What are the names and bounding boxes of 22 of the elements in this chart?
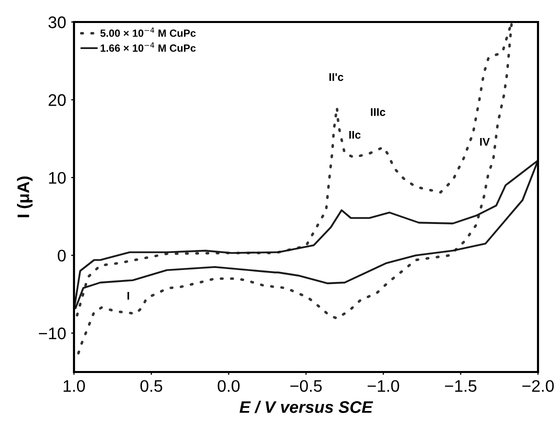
x-tick-label: −1.5 xyxy=(445,380,476,392)
annotation: I xyxy=(127,292,130,300)
x-tick-label: −0.5 xyxy=(290,380,322,392)
y-axis-title: I (μA) xyxy=(17,176,33,218)
y-tick-label: −10 xyxy=(38,328,66,340)
x-tick-label: −2.0 xyxy=(522,380,554,392)
x-tick-label: 0.0 xyxy=(218,380,240,392)
x-tick-label: 1.0 xyxy=(64,380,85,392)
x-axis-title: E / V versus SCE xyxy=(240,400,374,414)
y-tick-label: 10 xyxy=(49,172,66,184)
y-tick-label: 30 xyxy=(48,16,66,28)
x-tick-label: 0.5 xyxy=(140,380,162,392)
legend-label: 5.00 × 10$^{−4}$ M CuPc xyxy=(100,27,196,37)
y-tick-label: 20 xyxy=(48,94,66,106)
line-series xyxy=(73,160,539,311)
annotation: II'c xyxy=(329,73,344,81)
annotation: IIIc xyxy=(370,108,386,116)
annotation: IIc xyxy=(349,130,361,139)
y-tick-label: 0 xyxy=(58,250,66,262)
annotation: IV xyxy=(480,138,490,146)
x-tick-label: −1.0 xyxy=(368,380,400,392)
legend-label: 1.66 × 10$^{−4}$ M CuPc xyxy=(100,42,196,52)
